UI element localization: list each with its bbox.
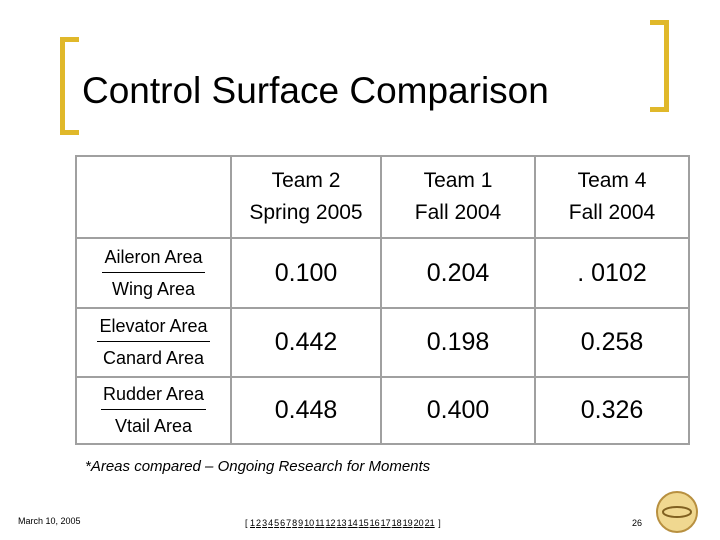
nav-link[interactable]: 13	[336, 518, 347, 528]
nav-link[interactable]: 18	[391, 518, 402, 528]
value-cell: 0.100	[230, 237, 382, 309]
numerator: Rudder Area	[100, 384, 207, 410]
page-number: 26	[632, 518, 643, 528]
row-label: Aileron Area Wing Area	[75, 237, 232, 309]
nav-bracket: ]	[438, 518, 441, 528]
nav-link[interactable]: 3	[262, 518, 268, 528]
nav-link[interactable]: 8	[292, 518, 298, 528]
comparison-table: Team 2 Spring 2005 Team 1 Fall 2004 Team 4…	[75, 155, 690, 445]
nav-link[interactable]: 2	[256, 518, 262, 528]
row-label: Elevator Area Canard Area	[75, 307, 232, 378]
value-cell: 0.258	[534, 307, 690, 378]
date: March 10, 2005	[18, 516, 81, 526]
value-cell: 0.326	[534, 376, 690, 445]
header-cell	[75, 155, 232, 239]
nav-link[interactable]: 20	[413, 518, 424, 528]
nav-link[interactable]: 7	[286, 518, 292, 528]
bracket-left	[60, 37, 79, 135]
nav-link[interactable]: 17	[380, 518, 391, 528]
nav-link[interactable]: 6	[280, 518, 286, 528]
value-cell: . 0102	[534, 237, 690, 309]
value-cell: 0.400	[380, 376, 536, 445]
nav-link[interactable]: 1	[250, 518, 256, 528]
table-row: Rudder Area Vtail Area 0.448 0.400 0.326	[75, 376, 690, 445]
nav-link[interactable]: 14	[347, 518, 358, 528]
nav-link[interactable]: 19	[402, 518, 413, 528]
nav-link[interactable]: 16	[369, 518, 380, 528]
nav-link[interactable]: 5	[274, 518, 280, 528]
value-cell: 0.442	[230, 307, 382, 378]
header-row: Team 2 Spring 2005 Team 1 Fall 2004 Team 4…	[75, 155, 690, 239]
denominator: Wing Area	[111, 278, 196, 299]
column-header: Team 4 Fall 2004	[534, 155, 690, 239]
nav-link[interactable]: 15	[358, 518, 369, 528]
nav-link[interactable]: 10	[304, 518, 315, 528]
row-label: Rudder Area Vtail Area	[75, 376, 232, 445]
nav-link[interactable]: 9	[298, 518, 304, 528]
logo	[656, 491, 698, 533]
title: Control Surface Comparison	[82, 70, 549, 111]
table-row: Aileron Area Wing Area 0.100 0.204. 0102	[75, 237, 690, 309]
nav-link[interactable]: 4	[268, 518, 274, 528]
nav-link[interactable]: 21	[424, 518, 435, 528]
numerator: Aileron Area	[102, 247, 205, 273]
nav-bracket: [	[245, 518, 248, 528]
nav-link[interactable]: 12	[325, 518, 336, 528]
table-row: Elevator Area Canard Area 0.442 0.198 0.258	[75, 307, 690, 378]
denominator: Canard Area	[102, 348, 205, 368]
column-header: Team 2 Spring 2005	[230, 155, 382, 239]
numerator: Elevator Area	[97, 316, 210, 342]
nav-link[interactable]: 11	[315, 518, 325, 528]
value-cell: 0.448	[230, 376, 382, 445]
value-cell: 0.204	[380, 237, 536, 309]
footnote: *Areas compared – Ongoing Research for M…	[85, 458, 431, 475]
column-header: Team 1 Fall 2004	[380, 155, 536, 239]
denominator: Vtail Area	[114, 416, 193, 436]
bracket-right	[650, 20, 669, 112]
slide-nav: [ 123456789101112131415161718192021 ]	[245, 518, 441, 528]
value-cell: 0.198	[380, 307, 536, 378]
